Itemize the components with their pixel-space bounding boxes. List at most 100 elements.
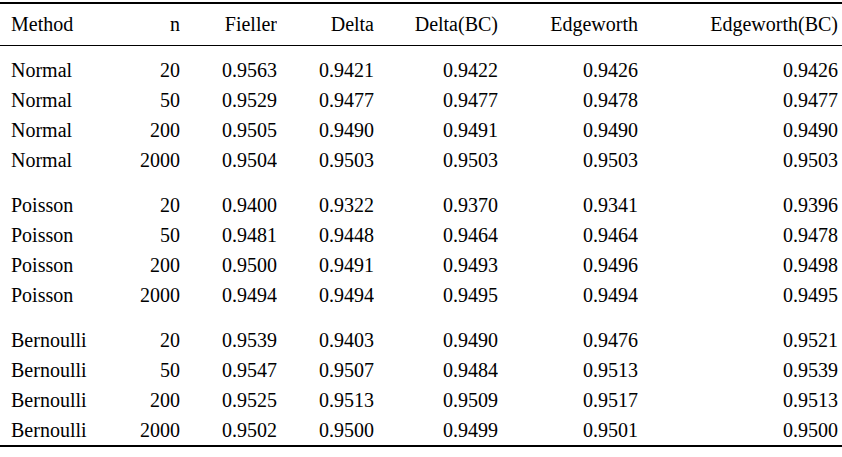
cell-value: 0.9503 — [374, 145, 498, 175]
cell-value: 0.9503 — [638, 145, 842, 175]
cell-value: 0.9502 — [180, 415, 277, 446]
cell-method: Poisson — [0, 280, 115, 310]
table-row: Bernoulli2000.95250.95130.95090.95170.95… — [0, 385, 842, 415]
cell-value: 0.9505 — [180, 115, 277, 145]
cell-value: 0.9464 — [498, 220, 638, 250]
cell-value: 2000 — [115, 145, 180, 175]
cell-value: 0.9484 — [374, 355, 498, 385]
cell-value: 0.9490 — [498, 115, 638, 145]
cell-value: 0.9500 — [638, 415, 842, 446]
header-row: Method n Fieller Delta Delta(BC) Edgewor… — [0, 3, 842, 46]
cell-value: 0.9547 — [180, 355, 277, 385]
cell-value: 0.9495 — [374, 280, 498, 310]
cell-value: 20 — [115, 46, 180, 86]
cell-value: 0.9403 — [277, 310, 374, 355]
cell-value: 0.9396 — [638, 175, 842, 220]
cell-value: 0.9370 — [374, 175, 498, 220]
table-row: Normal2000.95050.94900.94910.94900.9490 — [0, 115, 842, 145]
cell-value: 0.9501 — [498, 415, 638, 446]
column-header-method: Method — [0, 3, 115, 46]
cell-value: 0.9477 — [374, 85, 498, 115]
column-header-fieller: Fieller — [180, 3, 277, 46]
paper-table-page: Method n Fieller Delta Delta(BC) Edgewor… — [0, 0, 842, 447]
cell-value: 200 — [115, 250, 180, 280]
cell-value: 0.9507 — [277, 355, 374, 385]
cell-value: 0.9490 — [374, 310, 498, 355]
cell-value: 0.9513 — [638, 385, 842, 415]
cell-value: 0.9322 — [277, 175, 374, 220]
coverage-results-table: Method n Fieller Delta Delta(BC) Edgewor… — [0, 2, 842, 447]
cell-method: Poisson — [0, 175, 115, 220]
table-header: Method n Fieller Delta Delta(BC) Edgewor… — [0, 3, 842, 46]
cell-value: 0.9400 — [180, 175, 277, 220]
cell-value: 0.9509 — [374, 385, 498, 415]
cell-method: Bernoulli — [0, 355, 115, 385]
cell-value: 20 — [115, 310, 180, 355]
cell-value: 0.9493 — [374, 250, 498, 280]
column-header-delta: Delta — [277, 3, 374, 46]
cell-value: 200 — [115, 385, 180, 415]
table-row: Normal500.95290.94770.94770.94780.9477 — [0, 85, 842, 115]
cell-value: 0.9539 — [180, 310, 277, 355]
cell-method: Normal — [0, 115, 115, 145]
cell-value: 0.9448 — [277, 220, 374, 250]
table-row: Poisson2000.95000.94910.94930.94960.9498 — [0, 250, 842, 280]
cell-value: 200 — [115, 115, 180, 145]
cell-value: 0.9481 — [180, 220, 277, 250]
cell-method: Bernoulli — [0, 385, 115, 415]
cell-value: 0.9539 — [638, 355, 842, 385]
cell-value: 0.9517 — [498, 385, 638, 415]
cell-value: 0.9422 — [374, 46, 498, 86]
cell-value: 0.9500 — [180, 250, 277, 280]
table-row: Bernoulli500.95470.95070.94840.95130.953… — [0, 355, 842, 385]
cell-value: 0.9494 — [180, 280, 277, 310]
column-header-edgeworth: Edgeworth — [498, 3, 638, 46]
cell-method: Poisson — [0, 250, 115, 280]
cell-value: 0.9521 — [638, 310, 842, 355]
cell-value: 2000 — [115, 415, 180, 446]
cell-value: 0.9426 — [498, 46, 638, 86]
cell-value: 0.9490 — [277, 115, 374, 145]
cell-value: 20 — [115, 175, 180, 220]
cell-value: 0.9499 — [374, 415, 498, 446]
table-row: Normal200.95630.94210.94220.94260.9426 — [0, 46, 842, 86]
cell-value: 0.9498 — [638, 250, 842, 280]
cell-value: 0.9426 — [638, 46, 842, 86]
cell-value: 0.9563 — [180, 46, 277, 86]
cell-method: Poisson — [0, 220, 115, 250]
table-row: Bernoulli200.95390.94030.94900.94760.952… — [0, 310, 842, 355]
cell-value: 0.9495 — [638, 280, 842, 310]
cell-value: 2000 — [115, 280, 180, 310]
column-header-delta-bc: Delta(BC) — [374, 3, 498, 46]
cell-value: 0.9477 — [638, 85, 842, 115]
cell-method: Normal — [0, 145, 115, 175]
cell-value: 0.9478 — [638, 220, 842, 250]
cell-value: 0.9491 — [374, 115, 498, 145]
cell-value: 0.9504 — [180, 145, 277, 175]
table-group-bernoulli: Bernoulli200.95390.94030.94900.94760.952… — [0, 310, 842, 446]
cell-value: 0.9478 — [498, 85, 638, 115]
table-row: Normal20000.95040.95030.95030.95030.9503 — [0, 145, 842, 175]
cell-value: 50 — [115, 85, 180, 115]
cell-value: 0.9476 — [498, 310, 638, 355]
table-row: Bernoulli20000.95020.95000.94990.95010.9… — [0, 415, 842, 446]
cell-value: 0.9464 — [374, 220, 498, 250]
cell-value: 0.9494 — [277, 280, 374, 310]
cell-value: 0.9500 — [277, 415, 374, 446]
cell-value: 50 — [115, 355, 180, 385]
column-header-n: n — [115, 3, 180, 46]
cell-value: 50 — [115, 220, 180, 250]
cell-method: Bernoulli — [0, 310, 115, 355]
table-group-normal: Normal200.95630.94210.94220.94260.9426No… — [0, 46, 842, 176]
cell-value: 0.9477 — [277, 85, 374, 115]
column-header-edgeworth-bc: Edgeworth(BC) — [638, 3, 842, 46]
cell-value: 0.9513 — [277, 385, 374, 415]
cell-value: 0.9490 — [638, 115, 842, 145]
cell-value: 0.9503 — [498, 145, 638, 175]
cell-value: 0.9513 — [498, 355, 638, 385]
cell-value: 0.9341 — [498, 175, 638, 220]
table-row: Poisson20000.94940.94940.94950.94940.949… — [0, 280, 842, 310]
cell-value: 0.9525 — [180, 385, 277, 415]
cell-method: Normal — [0, 46, 115, 86]
cell-value: 0.9496 — [498, 250, 638, 280]
